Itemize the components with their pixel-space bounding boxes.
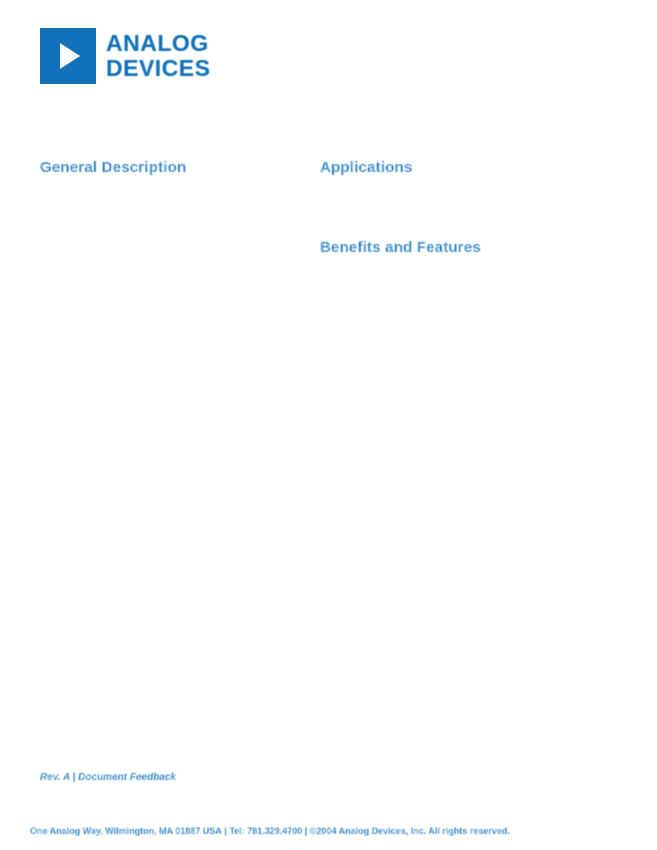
datasheet-page: ANALOG DEVICES General Description Appli… xyxy=(0,0,657,850)
footer-phone: Tel: 781.329.4700 xyxy=(229,826,302,836)
logo-line-analog: ANALOG xyxy=(106,32,210,55)
footer-divider-1: | xyxy=(224,826,227,836)
document-revision-note: Rev. A | Document Feedback xyxy=(40,772,176,783)
logo-line-devices: DEVICES xyxy=(106,57,210,80)
footer-divider-2: | xyxy=(305,826,308,836)
footer-address: One Analog Way, Wilmington, MA 01887 USA xyxy=(30,826,222,836)
logo-icon-box xyxy=(40,28,96,84)
heading-applications: Applications xyxy=(320,159,412,176)
heading-benefits-features: Benefits and Features xyxy=(320,239,481,256)
footer-copyright: ©2004 Analog Devices, Inc. All rights re… xyxy=(310,826,510,836)
heading-general-description: General Description xyxy=(40,159,186,176)
play-triangle-icon xyxy=(60,43,80,69)
logo-wordmark: ANALOG DEVICES xyxy=(106,28,210,84)
page-footer: One Analog Way, Wilmington, MA 01887 USA… xyxy=(30,826,627,836)
document-body-placeholder xyxy=(40,280,617,760)
adi-logo: ANALOG DEVICES xyxy=(40,28,210,84)
